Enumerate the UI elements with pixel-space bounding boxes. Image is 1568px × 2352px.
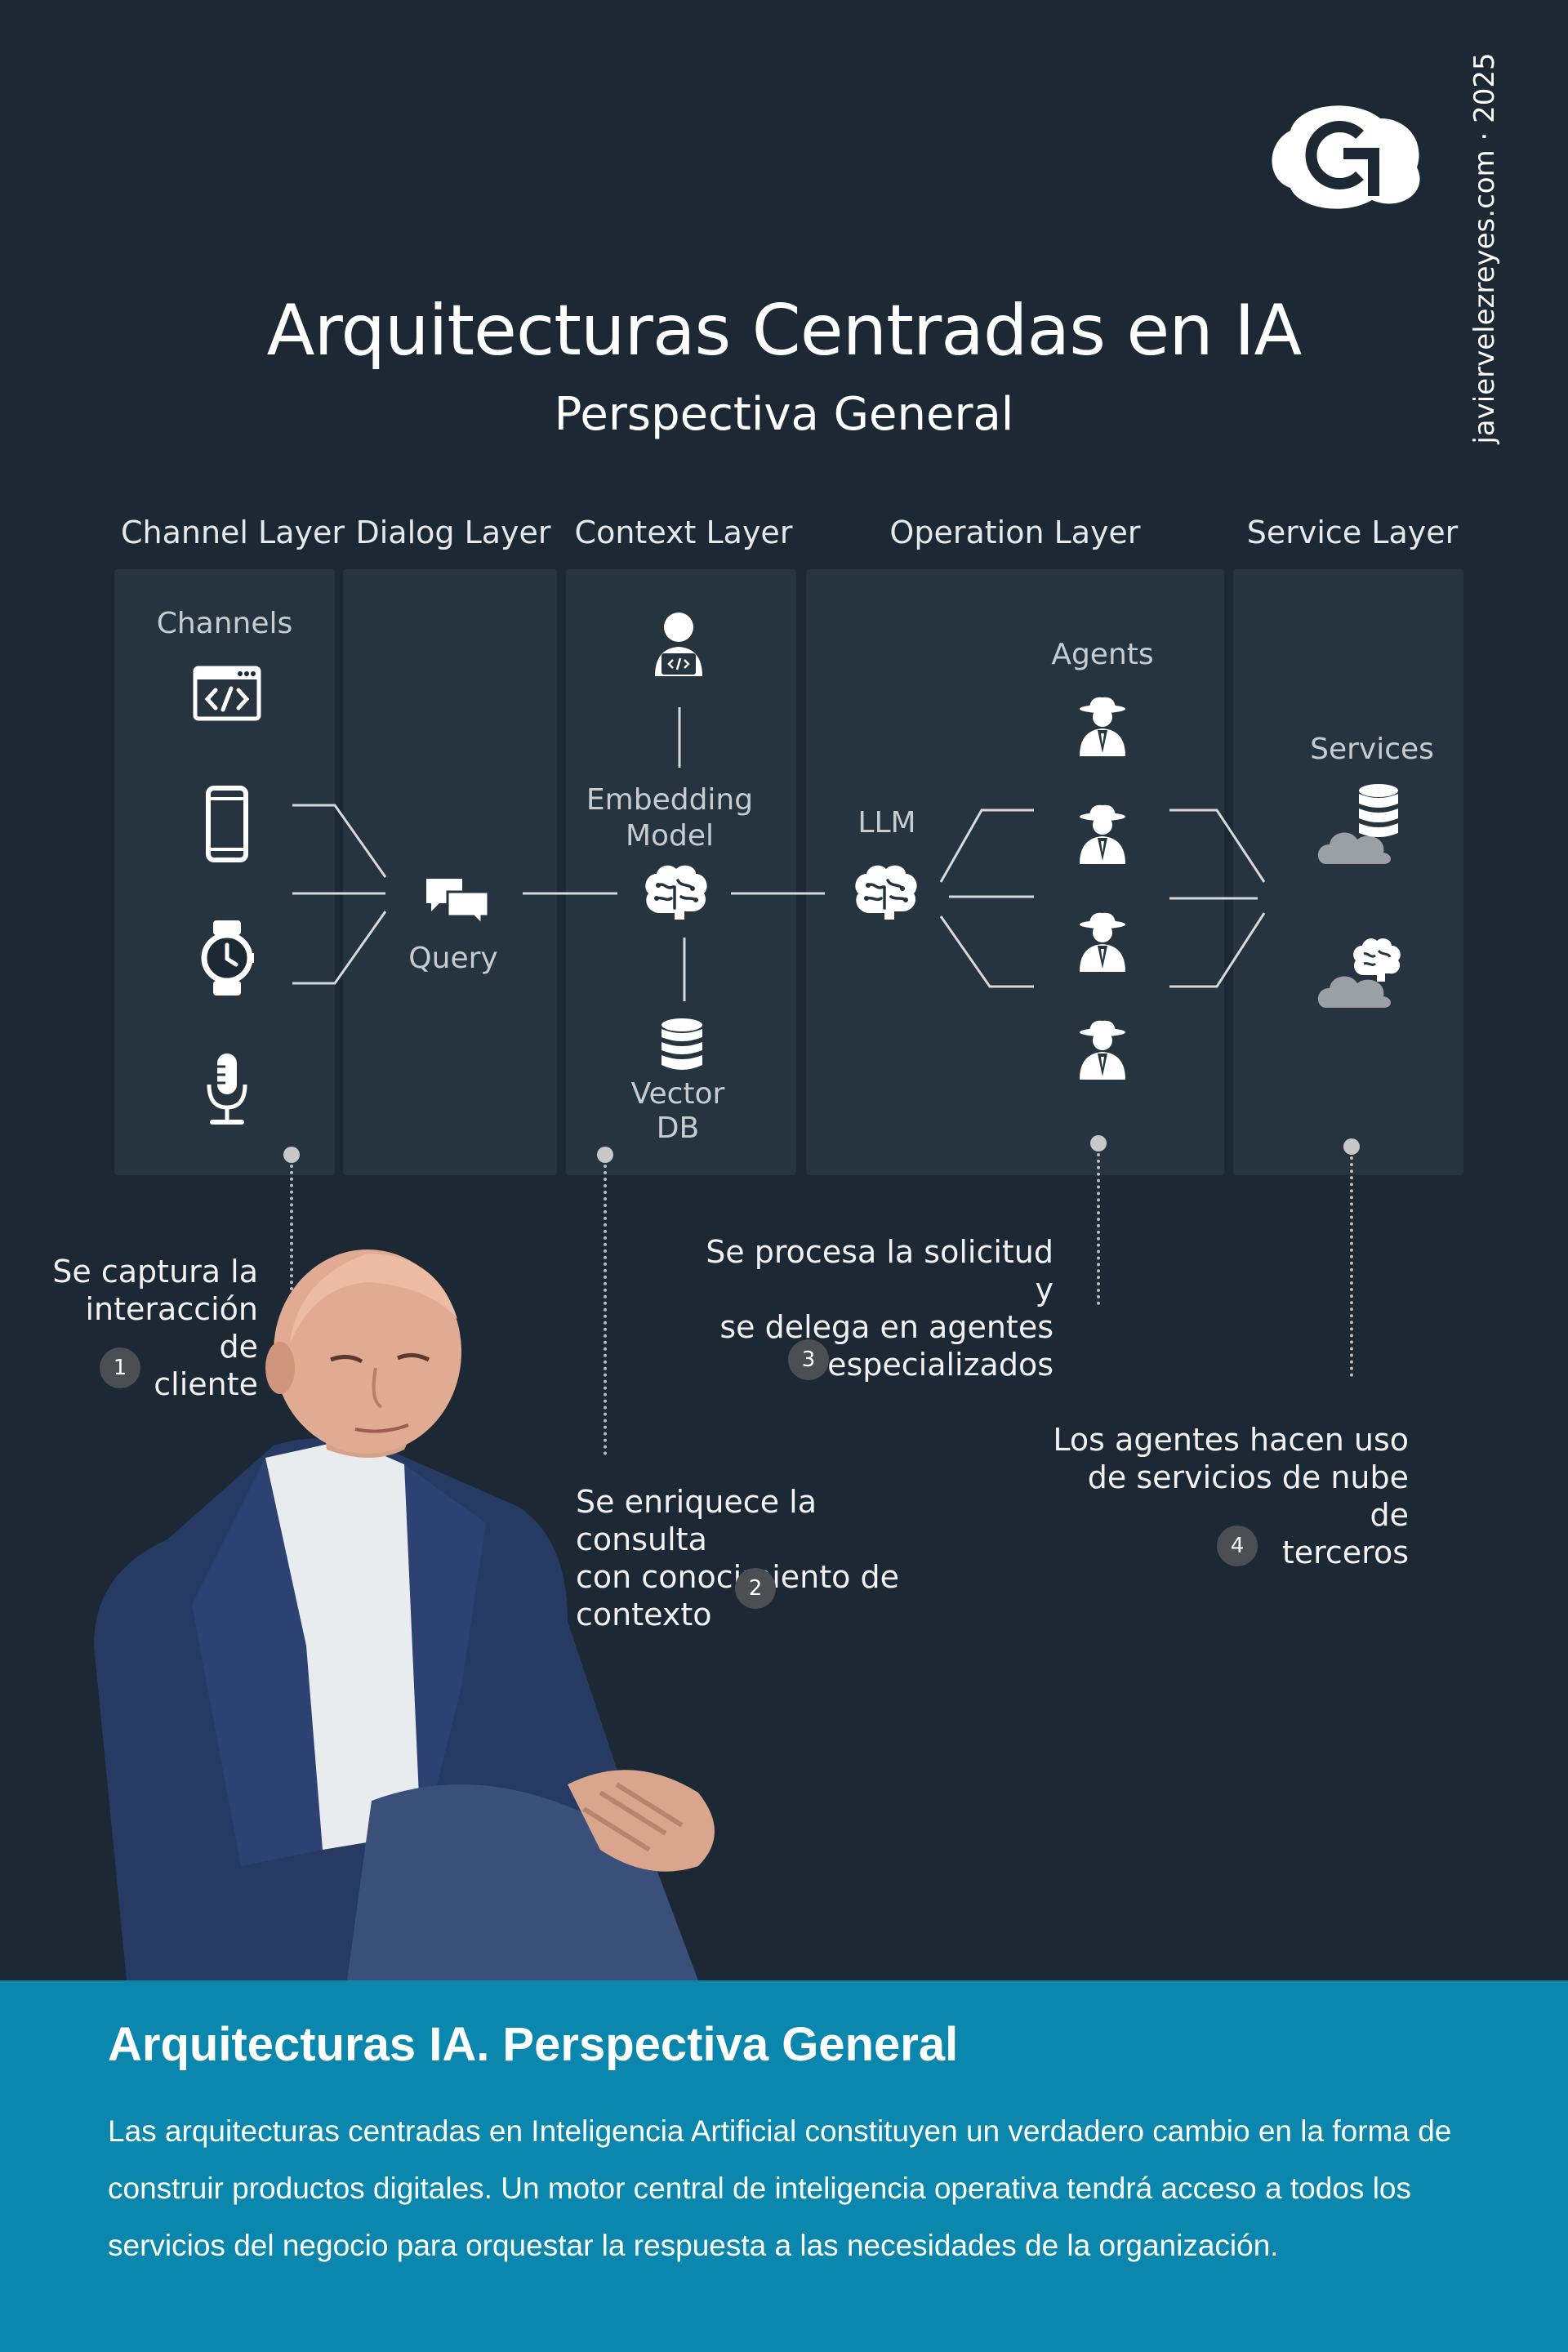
llm-label: LLM [858,806,916,840]
vector-label-line1: Vector [630,1077,725,1111]
callout-1-line1: Se captura la [52,1254,258,1290]
callout-4-line3: terceros [1281,1535,1409,1570]
callout-3-line3: especializados [827,1347,1054,1383]
callout-4: Los agentes hacen uso de servicios de nu… [1041,1421,1409,1571]
callout-4-badge: 4 [1217,1526,1258,1566]
services-label: Services [1310,733,1434,766]
layer-title-channel: Channel Layer [120,514,345,550]
callout-dot-3 [1090,1135,1107,1152]
brain-icon [855,865,917,920]
logo-icon [1272,105,1420,209]
callout-3-badge: 3 [788,1339,829,1380]
query-label: Query [408,942,498,975]
callout-line-2 [604,1165,607,1455]
chat-icon [426,879,490,928]
callout-line-4 [1350,1156,1353,1377]
cloud-brain-icon [1317,938,1401,1008]
agent-icon [1080,912,1125,972]
callout-2-badge: 2 [735,1568,776,1609]
callout-2-line1: Se enriquece la consulta [576,1484,817,1557]
page-title: Arquitecturas Centradas en IA [266,290,1303,372]
callout-1-badge: 1 [100,1348,140,1388]
embedding-label-line2: Model [625,819,715,853]
callout-dot-2 [597,1147,613,1163]
channels-label: Channels [156,607,293,640]
layer-title-service: Service Layer [1246,514,1459,550]
callout-4-line1: Los agentes hacen uso [1053,1422,1409,1458]
microphone-icon [207,1054,247,1125]
callout-1-line2: interacción de [85,1291,258,1365]
brain-icon [645,865,707,920]
footer-band [0,1980,1568,2352]
callout-3-line1: Se procesa la solicitud y [706,1234,1054,1307]
developer-icon [655,612,702,676]
cloud-database-icon [1317,784,1398,864]
code-window-icon [193,666,261,721]
callout-3-line2: se delega en agentes [719,1309,1054,1345]
page-subtitle: Perspectiva General [554,388,1014,441]
callout-line-3 [1097,1153,1100,1305]
panel-service-layer [1233,569,1463,1175]
author-photo [94,1250,715,1980]
callout-2-line3: contexto [576,1597,712,1633]
callout-dot-4 [1343,1138,1360,1155]
layer-title-operation: Operation Layer [889,514,1141,550]
callout-1-line3: cliente [154,1366,258,1402]
connector-lines [292,707,1266,1001]
footer-title: Arquitecturas IA. Perspectiva General [108,2018,959,2071]
agent-icon [1080,1020,1125,1080]
panel-dialog-layer [343,569,557,1175]
phone-icon [206,786,248,862]
callout-4-line2: de servicios de nube de [1087,1459,1409,1533]
callout-1: Se captura la interacción de cliente [49,1253,258,1403]
callout-3: Se procesa la solicitud y se delega en a… [686,1233,1054,1383]
agent-icon [1080,697,1125,756]
layer-title-context: Context Layer [574,514,793,550]
footer-text: Las arquitecturas centradas en Inteligen… [108,2114,1452,2262]
callout-line-1 [290,1165,293,1303]
agent-icon [1080,804,1125,864]
callout-dot-1 [283,1147,300,1163]
embedding-label-line1: Embedding [586,783,754,817]
vector-label-line2: DB [656,1111,700,1145]
agents-label: Agents [1051,638,1154,671]
callout-2: Se enriquece la consulta con conocimient… [576,1483,935,1633]
layer-title-dialog: Dialog Layer [355,514,551,550]
watch-icon [201,920,254,996]
database-icon [662,1018,702,1070]
